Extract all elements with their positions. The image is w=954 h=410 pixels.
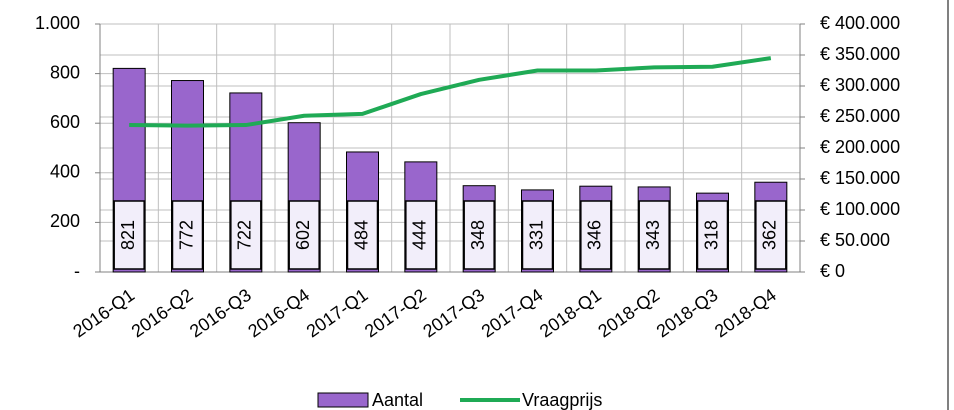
data-label-box — [113, 200, 145, 270]
data-label-box — [463, 200, 495, 270]
x-tick-label: 2018-Q3 — [653, 285, 722, 342]
data-label: 484 — [351, 220, 371, 250]
y-tick-label: - — [74, 261, 80, 281]
data-label-box — [638, 200, 670, 270]
y2-tick-label: € 150.000 — [820, 168, 900, 188]
legend-label: Aantal — [372, 390, 423, 410]
data-label: 346 — [585, 220, 605, 250]
y2-tick-label: € 250.000 — [820, 106, 900, 126]
data-label-box — [288, 200, 320, 270]
data-label-box — [755, 200, 787, 270]
y2-tick-label: € 0 — [820, 261, 845, 281]
data-label: 444 — [410, 220, 430, 250]
data-label: 362 — [760, 220, 780, 250]
x-tick-label: 2017-Q4 — [478, 285, 547, 342]
data-label: 821 — [118, 220, 138, 250]
x-tick-label: 2018-Q2 — [594, 285, 663, 342]
x-tick-label: 2016-Q3 — [186, 285, 255, 342]
data-label: 602 — [293, 220, 313, 250]
data-label: 343 — [643, 220, 663, 250]
y-tick-label: 200 — [50, 211, 80, 231]
data-label: 318 — [701, 220, 721, 250]
data-label-box — [346, 200, 379, 270]
data-label-box — [230, 200, 262, 270]
data-label-box — [696, 200, 729, 270]
data-label: 772 — [176, 220, 196, 250]
x-tick-label: 2018-Q1 — [536, 285, 605, 342]
y2-tick-label: € 350.000 — [820, 44, 900, 64]
x-tick-label: 2017-Q3 — [419, 285, 488, 342]
y2-tick-label: € 400.000 — [820, 13, 900, 33]
x-tick-label: 2018-Q4 — [711, 285, 780, 342]
y-tick-label: 800 — [50, 62, 80, 82]
data-label: 348 — [468, 220, 488, 250]
x-tick-label: 2016-Q4 — [244, 285, 313, 342]
x-tick-label: 2017-Q2 — [361, 285, 430, 342]
line — [129, 56, 772, 128]
y2-tick-label: € 300.000 — [820, 75, 900, 95]
y-tick-label: 600 — [50, 112, 80, 132]
y-tick-label: 1.000 — [35, 13, 80, 33]
legend-label: Vraagprijs — [522, 390, 602, 410]
data-label: 331 — [526, 220, 546, 250]
y2-tick-label: € 200.000 — [820, 137, 900, 157]
y2-tick-label: € 100.000 — [820, 199, 900, 219]
x-tick-label: 2016-Q1 — [69, 285, 138, 342]
data-label-box — [521, 200, 554, 270]
legend-swatch — [317, 392, 369, 408]
x-tick-label: 2017-Q1 — [303, 285, 372, 342]
data-label-box — [580, 200, 612, 270]
data-label-box — [405, 200, 437, 270]
data-label-box — [171, 200, 204, 270]
y-tick-label: 400 — [50, 162, 80, 182]
x-tick-label: 2016-Q2 — [128, 285, 197, 342]
data-label: 722 — [235, 220, 255, 250]
y2-tick-label: € 50.000 — [820, 230, 890, 250]
